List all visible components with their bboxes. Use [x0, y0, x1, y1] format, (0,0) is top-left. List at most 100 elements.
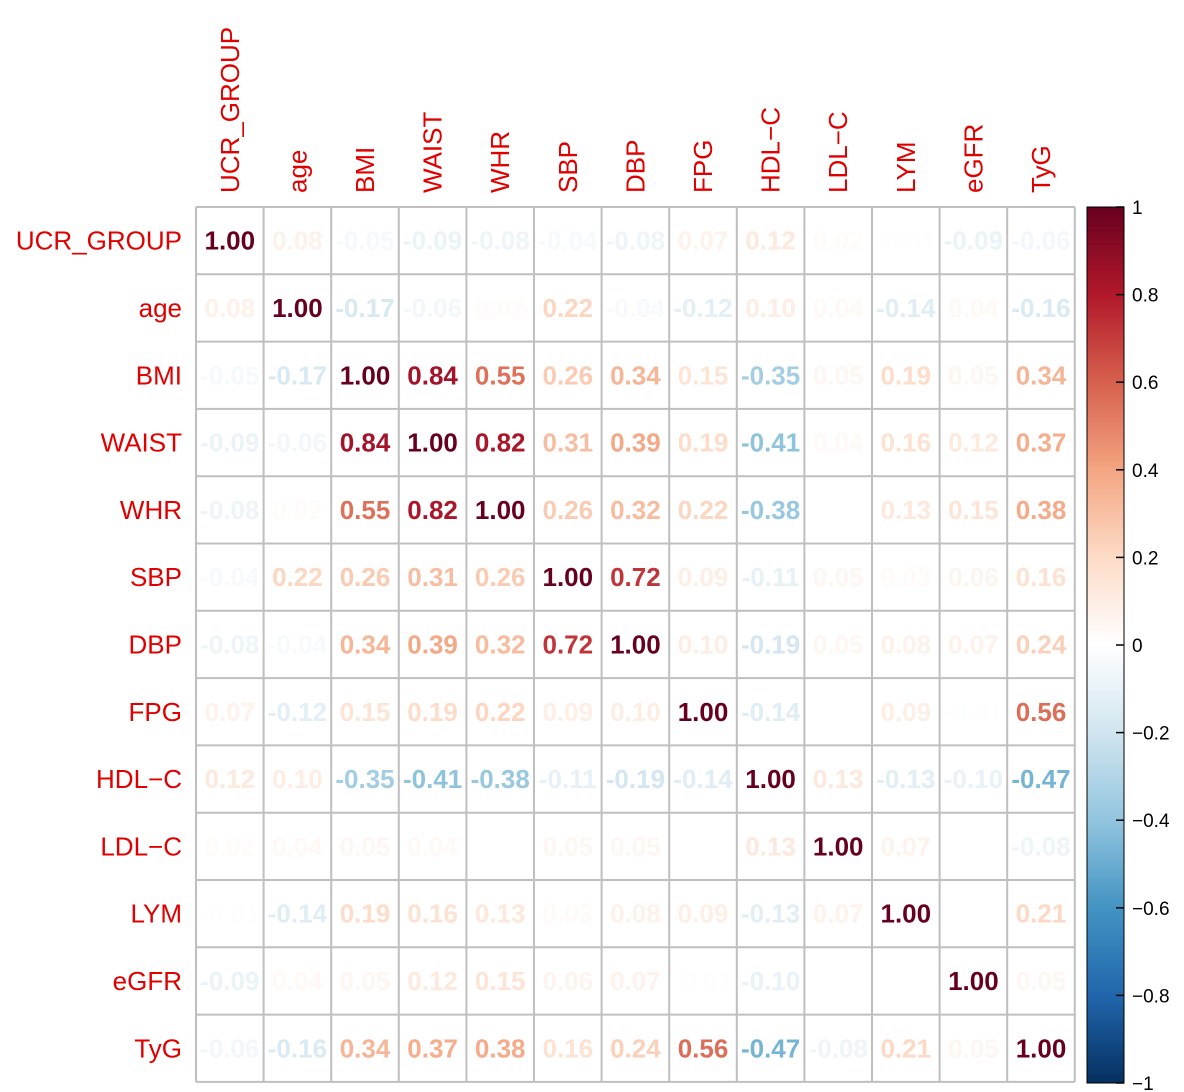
cell-value-label: 0.16 [880, 428, 931, 458]
heatmap-cell [736, 274, 805, 342]
cell-value-label: 0.10 [610, 697, 661, 727]
heatmap-cell [331, 274, 399, 342]
cell-value-label: -0.19 [606, 764, 665, 794]
cell-value-label: 0.00 [948, 899, 999, 929]
cell-value-label: 0.31 [542, 428, 593, 458]
heatmap-cell [398, 678, 467, 746]
cell-value-label: -0.01 [944, 697, 1003, 727]
heatmap-cell [466, 341, 534, 409]
heatmap-cell [601, 947, 670, 1015]
cell-value-label: 0.38 [475, 1033, 526, 1063]
heatmap-cell [263, 610, 332, 679]
heatmap-cell [263, 543, 332, 611]
cell-value-label: -0.17 [268, 360, 327, 390]
heatmap-cell [601, 812, 670, 880]
heatmap-cell [466, 745, 534, 813]
cell-value-label: -0.14 [268, 899, 328, 929]
colorbar-tick-label: −0.4 [1132, 811, 1170, 832]
cell-value-label: 0.00 [813, 697, 864, 727]
heatmap-cell [196, 678, 264, 746]
heatmap-cell [196, 947, 264, 1015]
cell-value-label: 0.04 [272, 831, 323, 861]
heatmap-cell [263, 812, 332, 880]
cell-value-label: 0.24 [610, 1033, 661, 1063]
cell-value-label: -0.12 [268, 697, 327, 727]
row-label: TyG [134, 1033, 182, 1063]
cell-value-label: 0.39 [610, 428, 661, 458]
heatmap-cell [601, 341, 670, 409]
heatmap-cell [669, 207, 737, 275]
heatmap-cell [736, 947, 805, 1015]
heatmap-cell [534, 207, 602, 275]
heatmap-cell [398, 745, 467, 813]
heatmap-cell [331, 947, 399, 1015]
heatmap-cell [331, 408, 399, 477]
heatmap-cell [263, 947, 332, 1015]
heatmap-cell [534, 610, 602, 679]
heatmap-cell [398, 476, 467, 544]
cell-value-label: 1.00 [542, 562, 593, 592]
heatmap-cell [534, 274, 602, 342]
cell-value-label: 1.00 [272, 293, 323, 323]
cell-value-label: 0.05 [340, 831, 391, 861]
heatmap-cell [939, 678, 1008, 746]
cell-value-label: 0.15 [475, 966, 526, 996]
heatmap-cell [601, 745, 670, 813]
cell-value-label: 0.02 [272, 495, 323, 525]
heatmap-cell [669, 812, 737, 880]
cell-value-label: -0.01 [673, 966, 732, 996]
heatmap-cell [466, 543, 534, 611]
heatmap-cell [466, 1014, 534, 1082]
heatmap-cells [196, 207, 1075, 1082]
heatmap-cell [804, 408, 872, 477]
cell-value-label: 0.56 [1016, 697, 1067, 727]
cell-value-label: 0.07 [948, 629, 999, 659]
cell-value-label: 0.13 [475, 899, 526, 929]
cell-value-label: 0.16 [542, 1033, 593, 1063]
heatmap-cell [939, 341, 1008, 409]
cell-value-label: -0.12 [673, 293, 732, 323]
heatmap-cell [466, 207, 534, 275]
cell-value-label: 0.19 [678, 428, 729, 458]
cell-value-label: 0.09 [542, 697, 593, 727]
heatmap-cell [196, 610, 264, 679]
cell-value-label: -0.47 [741, 1033, 800, 1063]
heatmap-cell [263, 207, 332, 275]
colorbar-tick-label: 0 [1132, 636, 1143, 657]
cell-value-label: 0.22 [475, 697, 526, 727]
heatmap-cell [534, 947, 602, 1015]
row-label: WAIST [101, 428, 182, 458]
heatmap-cell [466, 476, 534, 544]
cell-value-label: -0.04 [538, 226, 598, 256]
heatmap-cell [398, 207, 467, 275]
heatmap-cell [601, 274, 670, 342]
heatmap-cell [804, 812, 872, 880]
cell-value-label: 0.19 [340, 899, 391, 929]
cell-value-label: 0.24 [1016, 629, 1067, 659]
cell-value-label: -0.09 [200, 428, 259, 458]
heatmap-cell [804, 543, 872, 611]
cell-value-label: -0.09 [944, 226, 1003, 256]
cell-value-label: 0.05 [1016, 966, 1067, 996]
cell-value-label: -0.14 [741, 697, 801, 727]
heatmap-cell [736, 408, 805, 477]
row-label: LDL−C [100, 831, 182, 861]
cell-value-label: -0.35 [335, 764, 394, 794]
cell-value-label: 1.00 [678, 697, 729, 727]
cell-value-label: -0.41 [403, 764, 462, 794]
heatmap-cell [534, 476, 602, 544]
cell-value-label: 0.04 [407, 831, 458, 861]
cell-value-label: 1.00 [813, 831, 864, 861]
heatmap-cell [534, 1014, 602, 1082]
heatmap-cell [331, 207, 399, 275]
cell-value-label: 1.00 [880, 899, 931, 929]
cell-value-label: 0.13 [880, 495, 931, 525]
cell-value-label: 0.09 [678, 562, 729, 592]
heatmap-cell [939, 880, 1008, 948]
cell-value-label: 0.72 [542, 629, 593, 659]
heatmap-cell [601, 476, 670, 544]
row-label: age [139, 293, 182, 323]
column-label: LDL−C [823, 111, 853, 193]
row-label: UCR_GROUP [16, 226, 182, 256]
column-label: WHR [485, 131, 515, 193]
